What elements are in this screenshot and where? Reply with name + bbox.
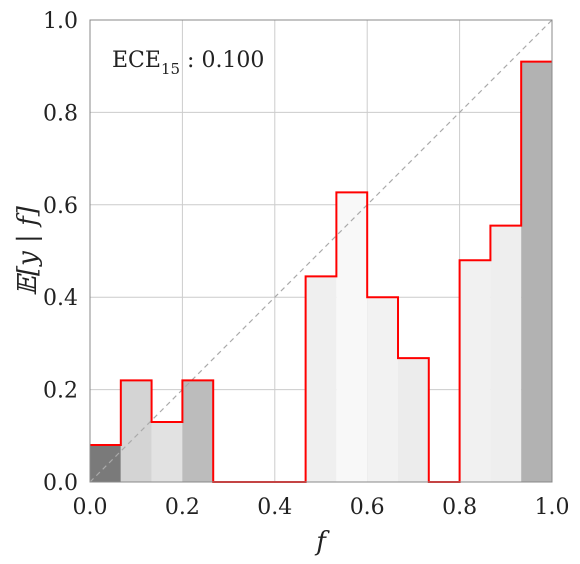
y-tick-label-5: 1.0 [43,9,78,34]
ece-subscript: 15 [161,60,180,78]
y-tick-label-1: 0.2 [43,379,78,404]
perfect-calibration-line [89,19,553,483]
bin-bar-10 [398,358,429,482]
bin-bar-9 [367,297,399,482]
x-tick-label-5: 1.0 [535,495,570,520]
x-tick-label-3: 0.6 [350,495,385,520]
x-tick-label-1: 0.2 [165,495,200,520]
bin-bar-14 [521,61,552,483]
x-tick-label-0: 0.0 [73,495,108,520]
bin-bar-12 [459,260,491,482]
x-axis-label: f [314,527,330,557]
x-tick-label-2: 0.4 [257,495,292,520]
ece-annotation: ECE15 : 0.100 [112,48,264,78]
bin-bar-13 [490,225,522,482]
bin-bar-1 [120,380,152,482]
bin-bar-0 [90,445,121,482]
ece-label: ECE [112,48,161,73]
x-tick-label-4: 0.8 [442,495,477,520]
bin-bars [90,61,552,483]
bin-bar-2 [151,421,183,482]
y-tick-label-0: 0.0 [43,471,78,496]
y-tick-label-4: 0.8 [43,101,78,126]
bin-bar-3 [182,380,214,482]
bin-bar-8 [336,192,368,483]
bin-bar-7 [305,276,337,482]
calibration-step-line [90,60,552,483]
x-tick-labels: 0.0 0.2 0.4 0.6 0.8 1.0 [73,495,570,520]
y-axis-label: 𝔼[y | f] [13,205,43,296]
plot-frame [89,19,553,483]
y-tick-label-2: 0.4 [43,286,78,311]
ece-value: : 0.100 [180,48,264,73]
y-tick-labels: 0.0 0.2 0.4 0.6 0.8 1.0 [43,9,78,496]
y-tick-label-3: 0.6 [43,194,78,219]
